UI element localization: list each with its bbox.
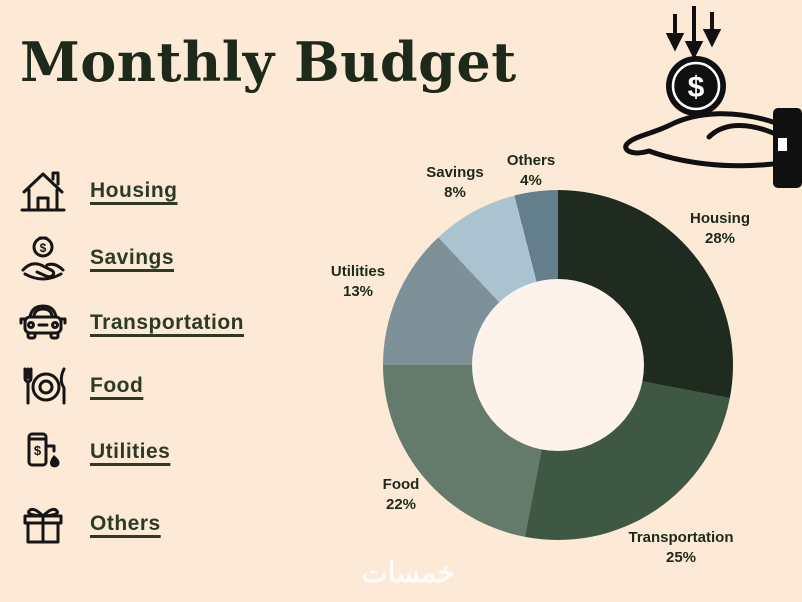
slice-label-name: Transportation [628,529,734,546]
legend-item-housing: Housing [16,163,178,219]
slice-label-value: 25% [665,549,697,567]
slice-label-utilities: Utilities 13% [318,262,398,303]
slice-label-value: 28% [704,230,736,248]
legend-item-transportation: Transportation [16,295,244,351]
money-bag-hands-icon: $ [16,231,70,285]
slice-label-name: Housing [690,210,750,227]
phone-water-icon: $ [16,425,70,479]
open-hand-icon [623,111,776,169]
legend-label: Savings [90,246,175,269]
svg-text:$: $ [34,443,42,458]
slice-label-transportation: Transportation 25% [606,528,756,569]
gift-icon [16,497,70,551]
page-title: Monthly Budget [20,30,517,94]
hand-coin-illustration: $ [592,0,802,215]
slice-label-name: Utilities [330,263,386,280]
watermark: خمسات [361,557,455,588]
donut-chart [383,190,733,540]
slice-label-food: Food 22% [368,475,434,516]
slice-label-value: 13% [342,283,374,301]
house-icon [16,164,70,218]
slice-label-others: Others 4% [497,151,565,192]
svg-text:$: $ [688,71,705,104]
slice-label-name: Food [382,476,420,493]
svg-text:$: $ [40,241,47,255]
slice-label-savings: Savings 8% [416,163,494,204]
plate-cutlery-icon [16,359,70,413]
sleeve [773,108,802,188]
slice-label-value: 8% [444,184,466,202]
down-arrows-icon [665,6,722,60]
legend-item-others: Others [16,496,161,552]
legend-label: Food [90,374,144,397]
legend-label: Transportation [90,311,245,334]
slice-label-value: 4% [520,172,542,190]
slice-label-name: Others [506,152,556,169]
legend-label: Housing [90,179,178,202]
legend-item-utilities: $ Utilities [16,424,170,480]
car-icon [16,296,70,350]
legend-label: Utilities [90,440,171,463]
slice-label-value: 22% [385,496,417,514]
dollar-coin-icon: $ [666,56,726,116]
legend-item-savings: $ Savings [16,230,174,286]
legend-label: Others [90,512,161,535]
slice-label-name: Savings [426,164,484,181]
slice-label-housing: Housing 28% [682,209,758,250]
legend-item-food: Food [16,358,143,414]
donut-hole [472,279,644,451]
